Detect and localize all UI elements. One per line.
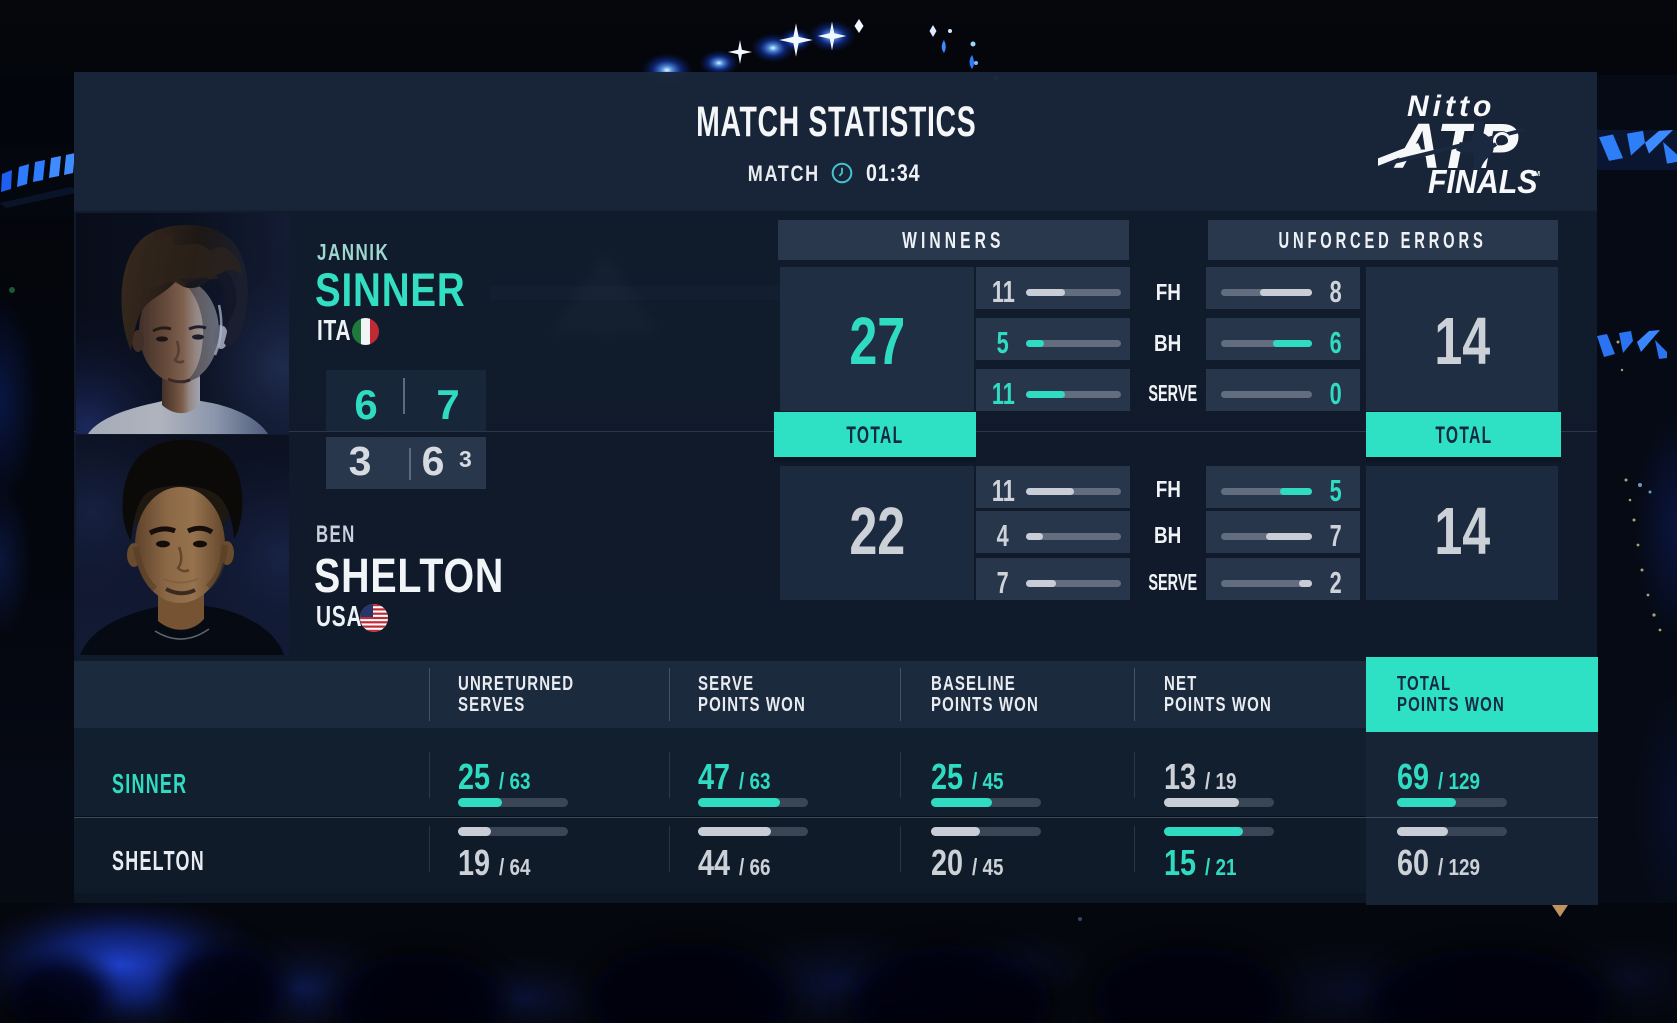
svg-text:Nitto: Nitto <box>1407 90 1495 123</box>
svg-text:FINALS: FINALS <box>1428 163 1538 200</box>
svg-text:TM: TM <box>1530 171 1540 178</box>
